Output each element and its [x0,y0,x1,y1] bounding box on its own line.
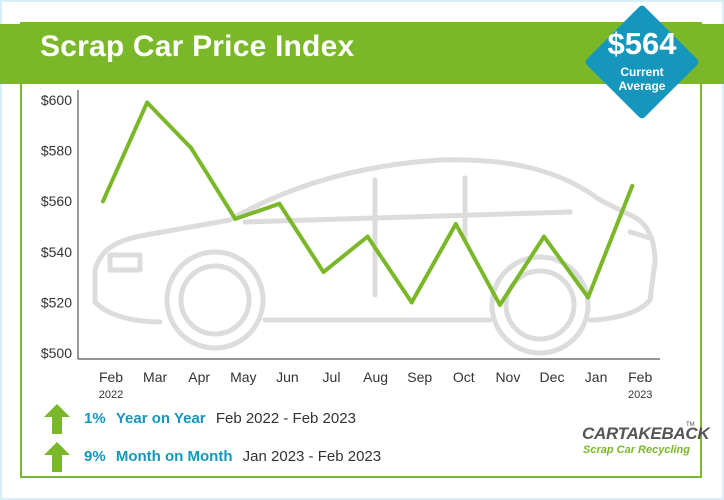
logo-brand: CARTAKEBACK [582,424,710,443]
x-tick-label: Mar [143,369,167,385]
stat-percent: 1% [84,410,106,427]
x-tick-label: Nov [495,369,520,385]
data-point [365,234,370,239]
stat-label: Month on Month [115,448,233,465]
x-tick-label: Dec [540,369,565,385]
data-point [321,270,326,275]
x-tick-label: Jan [585,369,608,385]
stat-percent: 9% [84,448,106,465]
y-tick-label: $500 [41,345,72,361]
data-point [145,100,150,105]
y-tick-label: $520 [41,294,72,310]
data-point [542,234,546,239]
data-point [497,302,502,307]
data-point [409,300,414,305]
stat-text: 9% Month on Month Jan 2023 - Feb 2023 [84,448,381,465]
badge-diamond [584,4,700,120]
y-tick-label: $600 [41,92,72,108]
data-point [101,199,105,204]
stat-range: Feb 2022 - Feb 2023 [215,410,356,427]
logo-tagline: Scrap Car Recycling [583,444,690,456]
x-tick-label: Aug [363,369,388,385]
x-year-label: 2023 [628,389,652,401]
data-point [453,221,458,226]
up-arrow-icon [44,442,70,472]
page-title: Scrap Car Price Index [40,30,355,63]
x-tick-label: Feb [99,369,123,385]
x-axis-ticks: Feb Mar Apr May Jun Jul Aug Sep Oct Nov Dec Jan Feb 2… [99,369,653,401]
x-year-label: 2022 [99,389,123,401]
data-point [586,295,591,300]
x-tick-label: Sep [407,369,432,385]
y-tick-label: $560 [41,193,72,209]
car-illustration [92,157,658,356]
axes [77,90,660,360]
data-point [630,184,635,189]
series-group [101,100,635,307]
badge-price: $564 [607,26,677,61]
stat-range: Jan 2023 - Feb 2023 [242,448,382,465]
badge-label-line1: Current [620,65,664,79]
data-point [277,201,282,206]
x-tick-label: Jun [276,369,299,385]
stat-text: 1% Year on Year Feb 2022 - Feb 2023 [84,410,356,427]
frame [20,22,702,478]
y-tick-label: $540 [41,244,72,260]
up-arrow-icon [44,404,70,434]
y-axis-ticks: $500 $520 $540 $560 $580 $600 [41,92,72,361]
x-tick-label: Feb [628,369,652,385]
current-average-badge: $564 Current Average [584,4,700,120]
y-tick-label: $580 [41,143,72,159]
badge-label-line2: Average [618,79,666,93]
data-point [189,146,194,151]
x-tick-label: Jul [323,369,341,385]
logo-trademark: TM [686,422,695,428]
data-point [233,216,238,221]
cartakeback-logo: CARTAKEBACK TM Scrap Car Recycling [582,422,710,464]
x-tick-label: May [230,369,256,385]
x-tick-label: Oct [453,369,475,385]
x-tick-label: Apr [188,369,210,385]
stat-label: Year on Year [115,410,206,427]
